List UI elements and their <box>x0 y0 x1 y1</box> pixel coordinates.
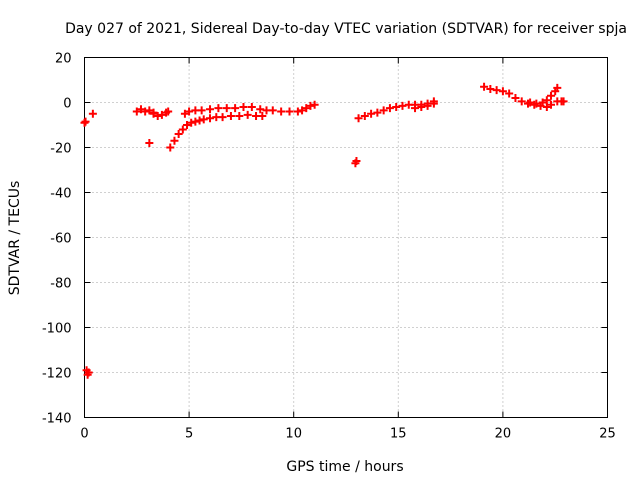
chart-title: Day 027 of 2021, Sidereal Day-to-day VTE… <box>65 21 627 37</box>
data-point <box>298 106 307 115</box>
data-point <box>206 114 215 123</box>
data-point <box>517 97 526 106</box>
x-tick-labels: 0 5 10 15 20 25 <box>80 427 615 442</box>
data-point <box>145 106 154 115</box>
data-point <box>547 100 556 109</box>
data-point <box>373 108 382 117</box>
data-point <box>218 113 227 122</box>
x-tick-label: 0 <box>80 427 88 442</box>
data-point <box>542 103 551 111</box>
data-point <box>498 87 507 96</box>
axis-ticks <box>84 57 608 418</box>
data-point <box>486 85 495 93</box>
data-point <box>157 110 166 119</box>
data-point <box>141 107 150 116</box>
data-point <box>385 104 394 113</box>
y-tick-label: -80 <box>50 277 71 292</box>
data-point <box>306 101 315 110</box>
data-point <box>367 109 376 118</box>
data-point <box>480 82 489 91</box>
data-point <box>183 121 192 129</box>
data-point <box>429 97 438 106</box>
data-point <box>178 125 187 134</box>
data-point <box>132 107 141 116</box>
data-point <box>256 105 265 114</box>
data-point <box>222 104 231 113</box>
data-point <box>505 89 514 98</box>
data-point <box>239 103 248 111</box>
data-point <box>258 112 267 120</box>
data-point <box>174 130 183 138</box>
data-point <box>547 91 556 100</box>
y-axis-label: SDTVAR / TECUs <box>7 181 23 296</box>
data-point <box>195 116 204 125</box>
y-tick-labels: 20 0 -20 -40 -60 -80 -100 -120 -140 <box>42 52 72 427</box>
data-point <box>166 143 175 152</box>
data-point <box>417 103 426 111</box>
data-point <box>526 98 535 107</box>
data-point <box>492 86 501 95</box>
data-point <box>81 117 90 126</box>
data-point <box>293 107 302 116</box>
data-point <box>247 103 256 111</box>
data-point <box>302 104 311 113</box>
data-point <box>553 83 562 92</box>
data-point <box>206 105 215 114</box>
data-point <box>149 109 158 118</box>
data-point <box>538 98 547 107</box>
data-point <box>398 101 407 110</box>
data-point <box>88 109 97 118</box>
data-point <box>226 112 235 120</box>
data-point <box>153 112 162 120</box>
data-point <box>180 109 189 118</box>
data-point <box>310 100 319 109</box>
data-point <box>243 110 252 119</box>
data-point <box>360 112 369 120</box>
data-point <box>214 104 223 113</box>
data-point <box>423 101 432 110</box>
data-point <box>235 112 244 120</box>
data-point <box>268 106 277 115</box>
data-points <box>80 82 568 379</box>
data-point <box>145 139 154 147</box>
data-point <box>185 107 194 116</box>
data-point <box>187 118 196 127</box>
y-tick-label: 20 <box>55 52 72 67</box>
x-tick-label: 20 <box>495 427 512 442</box>
data-point <box>191 117 200 126</box>
x-tick-label: 10 <box>285 427 302 442</box>
data-point <box>354 114 363 123</box>
data-point <box>170 136 179 145</box>
data-point <box>164 107 173 116</box>
data-point <box>84 368 93 377</box>
x-tick-label: 25 <box>599 427 616 442</box>
y-tick-label: -60 <box>50 232 71 247</box>
data-point <box>277 107 286 116</box>
data-point <box>285 107 294 116</box>
x-tick-label: 5 <box>185 427 193 442</box>
data-point <box>392 103 401 111</box>
x-tick-label: 15 <box>390 427 407 442</box>
data-point <box>411 104 420 113</box>
y-tick-label: 0 <box>63 97 71 112</box>
data-point <box>231 104 240 113</box>
data-point <box>532 99 541 108</box>
x-axis-label: GPS time / hours <box>286 459 403 475</box>
data-point <box>559 97 568 106</box>
y-tick-label: -120 <box>42 367 72 382</box>
y-tick-label: -20 <box>50 142 71 157</box>
y-tick-label: -100 <box>42 322 72 337</box>
data-point <box>136 105 145 114</box>
data-point <box>379 106 388 115</box>
data-point <box>199 115 208 124</box>
y-tick-label: -140 <box>42 412 72 427</box>
data-point <box>511 94 520 102</box>
data-point <box>542 96 551 105</box>
y-tick-label: -40 <box>50 187 71 202</box>
data-point <box>80 118 89 127</box>
data-point <box>352 157 361 165</box>
grid <box>84 57 608 418</box>
data-point <box>197 106 206 115</box>
